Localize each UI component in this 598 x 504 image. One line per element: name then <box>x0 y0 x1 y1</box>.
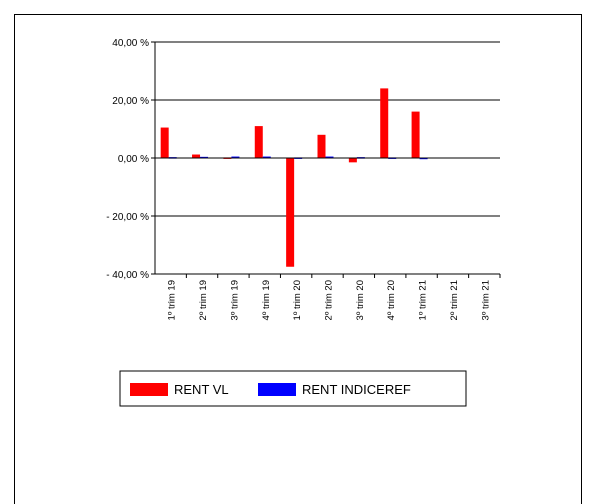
bar-rent-indiceref <box>262 156 271 159</box>
y-tick-label: 0,00 % <box>118 154 149 165</box>
x-tick-label: 4º trim 20 <box>386 280 397 320</box>
x-tick-label: 3º trim 21 <box>480 280 491 320</box>
bar-chart: 40,00 % 20,00 % 0,00 % - 20,00 % - 40,00 % 1… <box>106 38 501 407</box>
x-tick-label: 4º trim 19 <box>261 280 272 320</box>
legend-swatch-rent-vl <box>130 383 168 396</box>
y-tick-label: - 40,00 % <box>106 270 149 281</box>
legend: RENT VL RENT INDICEREF <box>119 370 467 407</box>
bar-rent-vl <box>192 154 201 158</box>
x-tick-label: 2º trim 20 <box>324 280 335 320</box>
x-tick-label: 1º trim 20 <box>292 280 303 320</box>
bars <box>160 88 428 267</box>
x-tick-label: 3º trim 20 <box>355 280 366 320</box>
x-tick-label: 2º trim 19 <box>198 280 209 320</box>
y-tick-label: - 20,00 % <box>106 212 149 223</box>
chart-frame <box>14 14 582 504</box>
x-axis-ticks: 1º trim 19 2º trim 19 3º trim 19 4º trim 19… <box>167 274 501 320</box>
y-axis-ticks: 40,00 % 20,00 % 0,00 % - 20,00 % - 40,00 % <box>106 38 155 281</box>
bar-rent-vl <box>160 127 169 158</box>
bar-rent-vl <box>317 134 326 158</box>
bar-rent-indiceref <box>325 156 334 159</box>
legend-swatch-rent-indiceref <box>258 383 296 396</box>
y-tick-label: 20,00 % <box>112 96 149 107</box>
y-tick-label: 40,00 % <box>112 38 149 49</box>
bar-rent-vl <box>380 88 389 158</box>
axes <box>154 42 500 274</box>
bar-rent-vl <box>411 111 420 158</box>
x-tick-label: 1º trim 19 <box>167 280 178 320</box>
x-tick-label: 1º trim 21 <box>418 280 429 320</box>
legend-label-rent-indiceref: RENT INDICEREF <box>302 382 411 397</box>
x-tick-label: 2º trim 21 <box>449 280 460 320</box>
bar-rent-vl <box>348 158 357 163</box>
bar-rent-indiceref <box>231 156 240 159</box>
legend-label-rent-vl: RENT VL <box>174 382 229 397</box>
bar-rent-vl <box>286 158 295 267</box>
bar-rent-vl <box>254 126 263 158</box>
x-tick-label: 3º trim 19 <box>229 280 240 320</box>
